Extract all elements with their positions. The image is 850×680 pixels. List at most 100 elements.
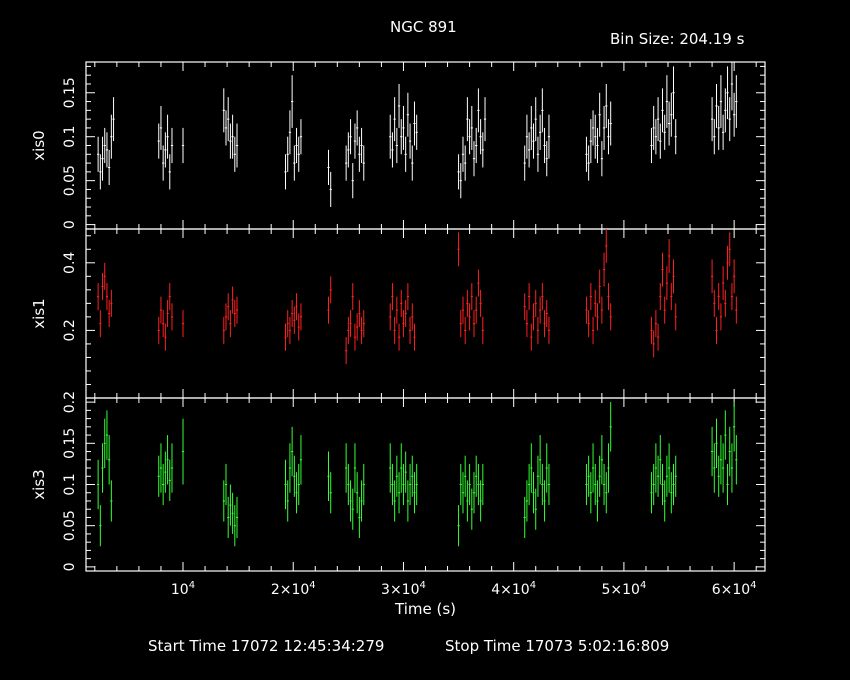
data-point xyxy=(413,472,416,514)
data-point xyxy=(362,310,365,338)
series-xis3 xyxy=(97,402,738,547)
data-point xyxy=(543,310,546,338)
data-point xyxy=(667,239,671,273)
data-point xyxy=(297,136,300,172)
data-point xyxy=(360,127,363,164)
data-point xyxy=(402,105,405,150)
data-point xyxy=(659,123,662,159)
bin-size-label: Bin Size: 204.19 s xyxy=(610,30,745,48)
data-point xyxy=(598,92,601,137)
data-point xyxy=(170,443,174,493)
data-point xyxy=(408,463,412,506)
data-point xyxy=(656,455,660,497)
data-point xyxy=(299,119,303,155)
x-tick-label: 5×104 xyxy=(601,580,646,598)
data-point xyxy=(602,105,606,150)
data-point xyxy=(591,110,595,146)
data-point xyxy=(536,316,540,344)
data-point xyxy=(466,480,469,522)
data-point xyxy=(97,136,100,172)
data-point xyxy=(400,119,403,155)
data-point xyxy=(665,75,669,128)
data-point xyxy=(602,463,606,506)
data-point xyxy=(393,97,396,142)
data-point xyxy=(483,97,487,142)
start-time-label: Start Time 17072 12:45:34:279 xyxy=(148,637,385,655)
data-point xyxy=(413,323,416,351)
data-point xyxy=(534,97,537,142)
data-point xyxy=(477,269,480,297)
data-point xyxy=(667,101,671,146)
data-point xyxy=(168,154,171,190)
y-axis-label: xis0 xyxy=(30,130,48,160)
data-point xyxy=(545,141,548,177)
data-point xyxy=(162,145,165,181)
data-point xyxy=(391,132,394,168)
data-point xyxy=(461,472,465,514)
data-point xyxy=(360,480,363,522)
data-point xyxy=(229,484,232,526)
data-point xyxy=(391,283,394,311)
data-point xyxy=(539,435,542,485)
data-point xyxy=(162,310,165,338)
data-point xyxy=(728,426,731,477)
data-point xyxy=(293,455,296,497)
data-point xyxy=(670,92,673,137)
data-point xyxy=(605,229,608,263)
data-point xyxy=(598,269,601,304)
data-point xyxy=(596,127,599,164)
x-tick-label: 6×104 xyxy=(712,580,757,598)
data-point xyxy=(654,119,657,155)
data-point xyxy=(233,505,236,547)
data-point xyxy=(609,402,612,452)
data-point xyxy=(585,463,588,506)
data-point xyxy=(389,114,392,159)
data-point xyxy=(713,443,716,493)
data-point xyxy=(233,299,236,328)
data-point xyxy=(288,316,292,344)
data-point xyxy=(661,252,664,287)
data-point xyxy=(525,480,529,522)
data-point xyxy=(479,119,482,155)
data-point xyxy=(402,310,405,338)
data-point xyxy=(231,492,234,534)
data-point xyxy=(735,296,738,324)
data-point xyxy=(472,141,476,177)
data-point xyxy=(719,435,723,485)
data-point xyxy=(728,232,731,267)
data-point xyxy=(464,455,467,497)
data-point xyxy=(719,75,723,128)
data-point xyxy=(159,105,163,150)
data-point xyxy=(293,306,296,334)
data-point xyxy=(541,283,544,311)
y-tick-label: 0.15 xyxy=(62,428,78,459)
data-point xyxy=(713,119,716,155)
data-point xyxy=(105,410,109,460)
data-point xyxy=(464,316,467,344)
data-point xyxy=(475,127,478,164)
data-point xyxy=(349,480,352,522)
data-point xyxy=(594,463,597,506)
data-point xyxy=(726,66,729,120)
data-point xyxy=(721,443,725,493)
data-point xyxy=(291,299,294,328)
data-point xyxy=(170,303,174,331)
data-point xyxy=(411,455,414,497)
data-point xyxy=(659,283,662,311)
data-point xyxy=(105,283,109,311)
data-point xyxy=(525,114,529,159)
data-point xyxy=(108,149,111,186)
data-point xyxy=(286,136,289,172)
data-point xyxy=(539,114,542,150)
data-point xyxy=(477,463,480,506)
panel-xis0: 0 0.05 0.1 0.15 xis0 xyxy=(30,61,766,230)
data-point xyxy=(402,463,405,506)
data-point xyxy=(327,296,330,324)
data-point xyxy=(408,123,412,159)
data-point xyxy=(667,443,671,493)
data-point xyxy=(413,101,416,146)
data-point xyxy=(670,283,673,311)
data-point xyxy=(235,496,239,539)
data-point xyxy=(527,283,531,311)
y-tick-label: 0.1 xyxy=(62,126,78,148)
